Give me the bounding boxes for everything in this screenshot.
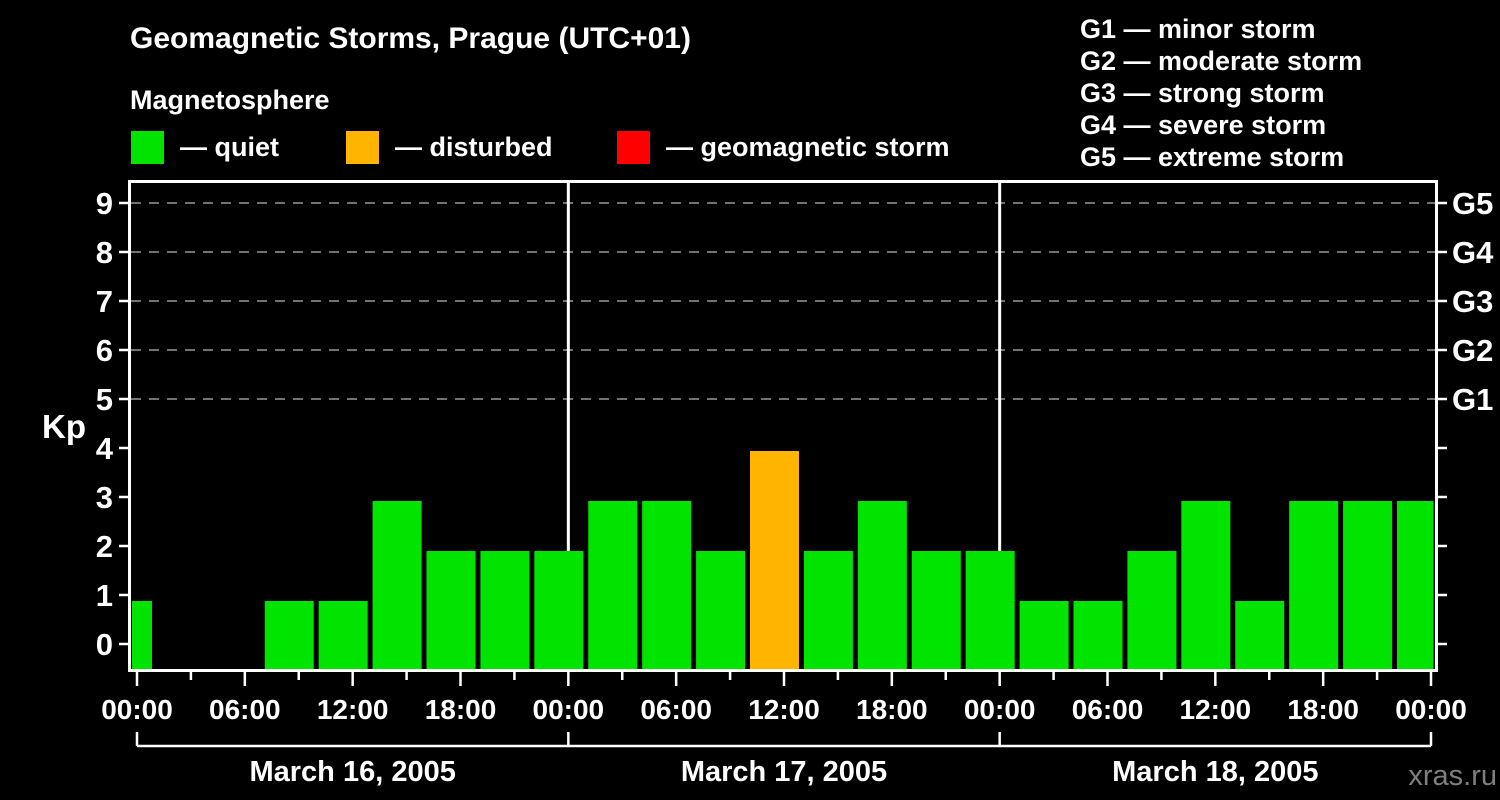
kp-bar	[372, 501, 422, 669]
kp-bar	[642, 501, 692, 669]
kp-bar	[1073, 601, 1123, 669]
legend-label: — geomagnetic storm	[666, 132, 950, 162]
time-tick-label: 12:00	[1180, 694, 1252, 725]
time-tick-label: 18:00	[425, 694, 497, 725]
g4-legend-line: G4 — severe storm	[1080, 110, 1327, 140]
storm-color-swatch	[617, 131, 650, 164]
g-scale-label: G4	[1452, 235, 1494, 270]
time-tick-label: 12:00	[317, 694, 389, 725]
plot-frame	[128, 180, 1438, 672]
quiet-color-swatch	[131, 131, 164, 164]
time-tick-label: 18:00	[1287, 694, 1359, 725]
kp-tick-label: 7	[96, 284, 113, 319]
time-tick-label: 00:00	[964, 694, 1036, 725]
time-tick-label: 00:00	[533, 694, 605, 725]
g-scale-label: G3	[1452, 284, 1493, 319]
legend-item-geomagnetic-storm: — geomagnetic storm	[617, 131, 950, 164]
legend-label: — quiet	[180, 132, 279, 162]
kp-bars	[132, 451, 1434, 669]
kp-tick-label: 3	[96, 480, 113, 515]
kp-tick-label: 8	[96, 235, 113, 270]
page-title: Geomagnetic Storms, Prague (UTC+01)	[130, 22, 691, 55]
kp-bar	[426, 551, 476, 669]
kp-bar	[911, 551, 961, 669]
day-dividers	[566, 183, 1002, 551]
kp-bar	[1127, 551, 1177, 669]
kp-bar	[750, 451, 799, 669]
kp-tick-label: 9	[96, 186, 113, 221]
time-tick-label: 00:00	[1395, 694, 1467, 725]
kp-bar	[132, 601, 152, 669]
kp-tick-label: 1	[96, 578, 113, 613]
time-tick-label: 18:00	[856, 694, 928, 725]
date-axis: March 16, 2005 March 17, 2005 March 18, 20…	[135, 732, 1433, 788]
kp-bar	[965, 551, 1015, 669]
kp-axis: 0 1 2 3 4 5 6 7 8 9 Kp	[42, 186, 1447, 662]
g1-legend-line: G1 — minor storm	[1080, 14, 1316, 44]
g-scale-axis: G1 G2 G3 G4 G5	[1452, 186, 1494, 417]
time-tick-label: 00:00	[101, 694, 173, 725]
time-tick-label: 06:00	[209, 694, 281, 725]
kp-bar	[318, 601, 368, 669]
kp-bar	[803, 551, 853, 669]
kp-bar	[857, 501, 907, 669]
time-axis: 00:00 06:00 12:00 18:00 00:00 06:00 12:00 18:00…	[101, 672, 1467, 725]
gridlines	[131, 202, 1435, 400]
storm-scale-legend: G1 — minor storm G2 — moderate storm G3 …	[1080, 13, 1362, 173]
kp-bar	[1181, 501, 1231, 669]
kp-tick-label: 0	[96, 627, 113, 662]
g-scale-label: G1	[1452, 382, 1493, 417]
g3-legend-line: G3 — strong storm	[1080, 78, 1325, 108]
date-label: March 16, 2005	[249, 756, 455, 788]
chart-subtitle: Magnetosphere	[130, 85, 330, 115]
kp-bar	[480, 551, 530, 669]
disturbed-color-swatch	[346, 131, 379, 164]
g2-legend-line: G2 — moderate storm	[1080, 46, 1363, 76]
time-tick-label: 06:00	[640, 694, 712, 725]
date-label: March 18, 2005	[1112, 756, 1318, 788]
legend-item-disturbed: — disturbed	[346, 131, 553, 164]
kp-bar	[1019, 601, 1069, 669]
watermark: xras.ru	[1408, 760, 1497, 792]
kp-bar	[1343, 501, 1393, 669]
kp-tick-label: 5	[96, 382, 113, 417]
kp-bar	[588, 501, 638, 669]
kp-tick-label: 6	[96, 333, 113, 368]
y-axis-title: Kp	[42, 408, 86, 445]
time-tick-label: 06:00	[1072, 694, 1144, 725]
kp-tick-label: 2	[96, 529, 113, 564]
kp-bar	[1289, 501, 1339, 669]
g-scale-label: G5	[1452, 186, 1493, 221]
kp-bar	[264, 601, 314, 669]
kp-bar	[534, 551, 584, 669]
kp-tick-label: 4	[96, 431, 114, 466]
g5-legend-line: G5 — extreme storm	[1080, 142, 1345, 172]
legend-label: — disturbed	[395, 132, 553, 162]
kp-bar	[1397, 501, 1434, 669]
g-scale-label: G2	[1452, 333, 1493, 368]
date-label: March 17, 2005	[681, 756, 887, 788]
kp-bar	[696, 551, 746, 669]
legend-item-quiet: — quiet	[131, 131, 279, 164]
kp-bar	[1235, 601, 1285, 669]
time-tick-label: 12:00	[748, 694, 820, 725]
